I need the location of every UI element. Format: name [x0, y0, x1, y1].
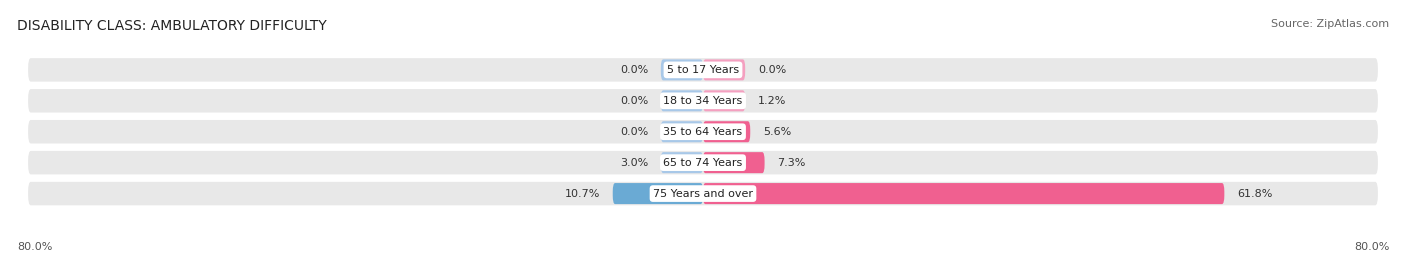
FancyBboxPatch shape — [703, 152, 765, 173]
FancyBboxPatch shape — [28, 182, 1378, 205]
Text: 5 to 17 Years: 5 to 17 Years — [666, 65, 740, 75]
Text: 18 to 34 Years: 18 to 34 Years — [664, 96, 742, 106]
FancyBboxPatch shape — [703, 183, 1225, 204]
FancyBboxPatch shape — [28, 58, 1378, 82]
Text: 3.0%: 3.0% — [620, 158, 648, 168]
FancyBboxPatch shape — [613, 183, 703, 204]
FancyBboxPatch shape — [661, 121, 703, 142]
Text: 0.0%: 0.0% — [620, 96, 648, 106]
FancyBboxPatch shape — [661, 152, 703, 173]
FancyBboxPatch shape — [703, 90, 745, 111]
Text: 80.0%: 80.0% — [1354, 242, 1389, 252]
Text: 0.0%: 0.0% — [620, 65, 648, 75]
FancyBboxPatch shape — [28, 120, 1378, 143]
Text: 5.6%: 5.6% — [763, 127, 792, 137]
FancyBboxPatch shape — [28, 89, 1378, 113]
FancyBboxPatch shape — [703, 121, 751, 142]
Text: 35 to 64 Years: 35 to 64 Years — [664, 127, 742, 137]
Text: 80.0%: 80.0% — [17, 242, 52, 252]
Text: 65 to 74 Years: 65 to 74 Years — [664, 158, 742, 168]
Text: DISABILITY CLASS: AMBULATORY DIFFICULTY: DISABILITY CLASS: AMBULATORY DIFFICULTY — [17, 19, 326, 33]
FancyBboxPatch shape — [703, 59, 745, 80]
Text: 75 Years and over: 75 Years and over — [652, 189, 754, 199]
Text: 0.0%: 0.0% — [620, 127, 648, 137]
Text: 10.7%: 10.7% — [565, 189, 600, 199]
Text: 61.8%: 61.8% — [1237, 189, 1272, 199]
Text: Source: ZipAtlas.com: Source: ZipAtlas.com — [1271, 19, 1389, 29]
Text: 7.3%: 7.3% — [778, 158, 806, 168]
FancyBboxPatch shape — [661, 90, 703, 111]
FancyBboxPatch shape — [661, 59, 703, 80]
Text: 1.2%: 1.2% — [758, 96, 786, 106]
Text: 0.0%: 0.0% — [758, 65, 786, 75]
FancyBboxPatch shape — [28, 151, 1378, 174]
